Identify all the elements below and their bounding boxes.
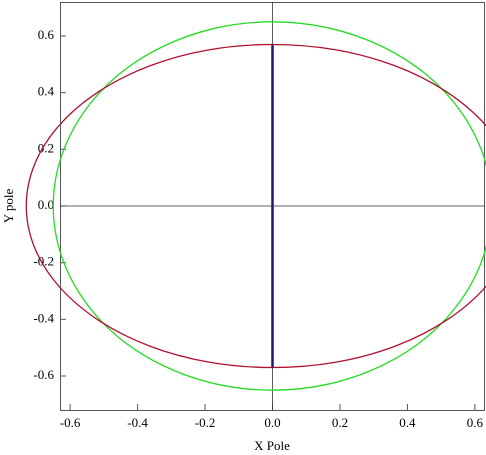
x-tick-label: -0.6	[60, 415, 81, 430]
y-tick-label: 0.6	[38, 27, 55, 42]
y-tick-label: -0.4	[33, 310, 54, 325]
x-tick-label: 0.6	[467, 415, 484, 430]
y-axis-label: Y pole	[1, 189, 16, 224]
x-tick-label: 0.2	[332, 415, 348, 430]
y-tick-label: -0.6	[33, 367, 54, 382]
y-tick-label: 0.0	[38, 197, 54, 212]
x-tick-label: 0.4	[399, 415, 416, 430]
x-tick-label: 0.0	[264, 415, 280, 430]
x-axis-label: X Pole	[254, 438, 290, 453]
curve	[52, 21, 486, 391]
x-tick-label: -0.2	[195, 415, 216, 430]
x-tick-label: -0.4	[127, 415, 148, 430]
y-tick-label: 0.2	[38, 140, 54, 155]
y-tick-label: 0.4	[38, 84, 55, 99]
curve	[25, 43, 486, 369]
